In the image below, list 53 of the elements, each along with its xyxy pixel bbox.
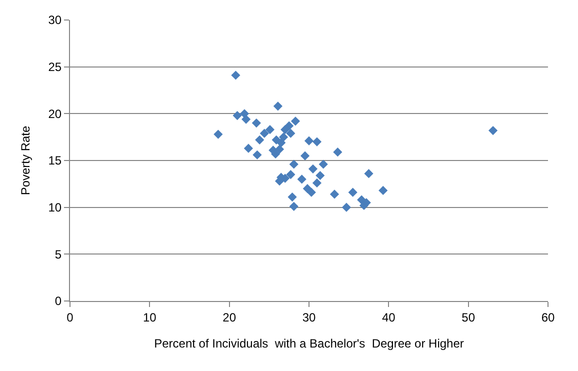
point bbox=[318, 160, 328, 169]
point bbox=[255, 135, 264, 144]
point bbox=[286, 170, 296, 180]
point bbox=[364, 169, 374, 178]
x-axis-title: Percent of Incividuals with a Bachelor's Degree or Higher bbox=[154, 336, 464, 350]
y-tick-label: 20 bbox=[48, 106, 62, 121]
y-tick-label: 10 bbox=[48, 200, 62, 215]
y-tick-label: 0 bbox=[54, 294, 62, 308]
y-tick-label: 25 bbox=[48, 60, 62, 74]
x-tick-label: 20 bbox=[222, 310, 236, 324]
y-tick-label: 15 bbox=[48, 154, 62, 168]
point bbox=[252, 150, 262, 160]
point bbox=[232, 110, 242, 120]
point bbox=[273, 102, 282, 111]
point bbox=[265, 125, 275, 134]
point bbox=[289, 202, 298, 211]
y-tick-label: 30 bbox=[48, 13, 62, 28]
x-tick-label: 50 bbox=[462, 310, 476, 324]
point bbox=[274, 144, 284, 154]
point bbox=[306, 188, 316, 197]
y-axis-title: Poverty Rate bbox=[18, 126, 33, 196]
point bbox=[333, 148, 342, 157]
point bbox=[312, 178, 322, 188]
point bbox=[378, 186, 388, 196]
point bbox=[308, 164, 318, 174]
point bbox=[284, 121, 294, 130]
x-tick-label: 0 bbox=[66, 310, 74, 324]
x-tick-label: 10 bbox=[142, 310, 157, 324]
point bbox=[231, 70, 240, 80]
y-tick-label: 5 bbox=[54, 247, 62, 262]
point bbox=[286, 128, 296, 138]
point bbox=[252, 118, 261, 128]
point bbox=[488, 126, 498, 136]
point bbox=[330, 190, 340, 199]
point bbox=[244, 144, 253, 153]
point bbox=[290, 116, 300, 126]
point bbox=[312, 137, 322, 146]
point bbox=[278, 132, 288, 142]
point bbox=[316, 170, 325, 180]
x-tick-label: 40 bbox=[382, 310, 396, 324]
point bbox=[342, 202, 351, 212]
point bbox=[214, 130, 223, 139]
point bbox=[274, 176, 284, 186]
point bbox=[289, 160, 298, 169]
point bbox=[297, 174, 306, 184]
point bbox=[300, 151, 310, 160]
point bbox=[260, 128, 269, 138]
point bbox=[348, 188, 358, 197]
x-tick-label: 60 bbox=[541, 310, 555, 324]
point bbox=[242, 114, 251, 124]
point bbox=[304, 136, 314, 146]
point bbox=[288, 192, 297, 202]
x-tick-label: 30 bbox=[302, 310, 316, 324]
